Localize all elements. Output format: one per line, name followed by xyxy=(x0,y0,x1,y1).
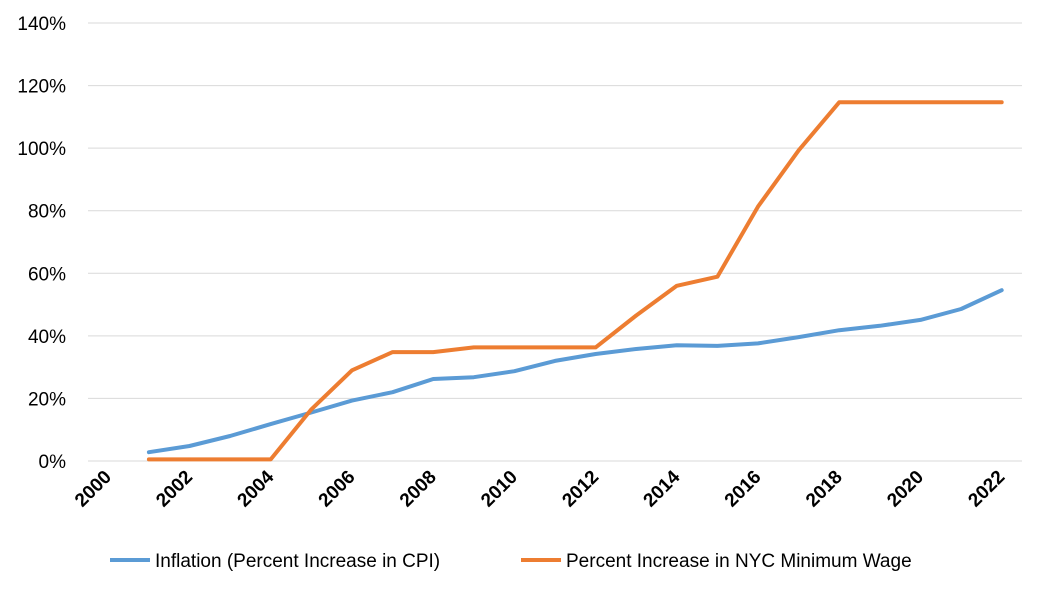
data-point xyxy=(918,318,922,322)
x-axis: 2000 2002 2004 2006 2008 2010 2012 2014 2016 2018… xyxy=(71,466,1009,511)
data-point xyxy=(918,100,922,104)
legend-label: Inflation (Percent Increase in CPI) xyxy=(155,551,440,572)
data-point xyxy=(878,100,882,104)
y-tick-label: 140% xyxy=(17,14,66,35)
legend-label: Percent Increase in NYC Minimum Wage xyxy=(566,551,912,572)
data-point xyxy=(512,369,516,373)
data-point xyxy=(512,345,516,349)
data-point xyxy=(797,148,801,152)
y-tick-label: 20% xyxy=(28,389,66,410)
x-tick-label: 2014 xyxy=(640,466,685,511)
y-tick-label: 100% xyxy=(17,139,66,160)
x-tick-label: 2010 xyxy=(477,467,522,512)
data-point xyxy=(228,434,232,438)
y-tick-label: 120% xyxy=(17,77,66,98)
data-point xyxy=(391,350,395,354)
y-tick-label: 80% xyxy=(28,202,66,223)
data-point xyxy=(188,457,192,461)
data-point xyxy=(228,457,232,461)
gridlines xyxy=(88,22,1022,462)
data-point xyxy=(269,457,273,461)
x-tick-label: 2000 xyxy=(71,467,116,512)
data-point xyxy=(553,359,557,363)
x-tick-label: 2006 xyxy=(315,467,360,512)
data-point xyxy=(350,399,354,403)
x-tick-label: 2016 xyxy=(721,467,766,512)
data-point xyxy=(959,100,963,104)
data-point xyxy=(391,390,395,394)
data-point xyxy=(878,324,882,328)
legend: Inflation (Percent Increase in CPI) Perce… xyxy=(110,551,912,572)
y-tick-label: 60% xyxy=(28,264,66,285)
data-point xyxy=(675,343,679,347)
y-axis: 0% 20% 40% 60% 80% 100% 120% 140% xyxy=(17,14,66,473)
x-tick-label: 2008 xyxy=(396,467,441,512)
x-tick-label: 2002 xyxy=(152,467,197,512)
x-tick-label: 2018 xyxy=(802,467,847,512)
data-point xyxy=(594,352,598,356)
data-point xyxy=(797,335,801,339)
data-point xyxy=(147,457,151,461)
data-point xyxy=(188,444,192,448)
data-point xyxy=(634,347,638,351)
data-point xyxy=(675,284,679,288)
y-tick-label: 0% xyxy=(39,452,67,473)
data-point xyxy=(634,314,638,318)
data-point xyxy=(715,275,719,279)
x-tick-label: 2004 xyxy=(234,466,279,511)
data-point xyxy=(431,377,435,381)
series-lines xyxy=(146,100,1004,462)
data-point xyxy=(837,100,841,104)
data-point xyxy=(715,344,719,348)
series-line-inflation xyxy=(146,288,1004,455)
data-point xyxy=(553,345,557,349)
data-point xyxy=(594,345,598,349)
data-point xyxy=(472,345,476,349)
data-point xyxy=(837,328,841,332)
y-tick-label: 40% xyxy=(28,327,66,348)
data-point xyxy=(472,375,476,379)
data-point xyxy=(756,205,760,209)
series-line-nyc-minimum-wage xyxy=(146,100,1004,462)
data-point xyxy=(147,450,151,454)
data-point xyxy=(269,422,273,426)
x-tick-label: 2022 xyxy=(964,467,1009,512)
data-point xyxy=(350,368,354,372)
data-point xyxy=(756,341,760,345)
data-point xyxy=(431,350,435,354)
data-point xyxy=(959,307,963,311)
x-tick-label: 2012 xyxy=(558,467,603,512)
data-point xyxy=(1000,288,1004,292)
data-point xyxy=(309,407,313,411)
x-tick-label: 2020 xyxy=(883,467,928,512)
data-point xyxy=(1000,100,1004,104)
